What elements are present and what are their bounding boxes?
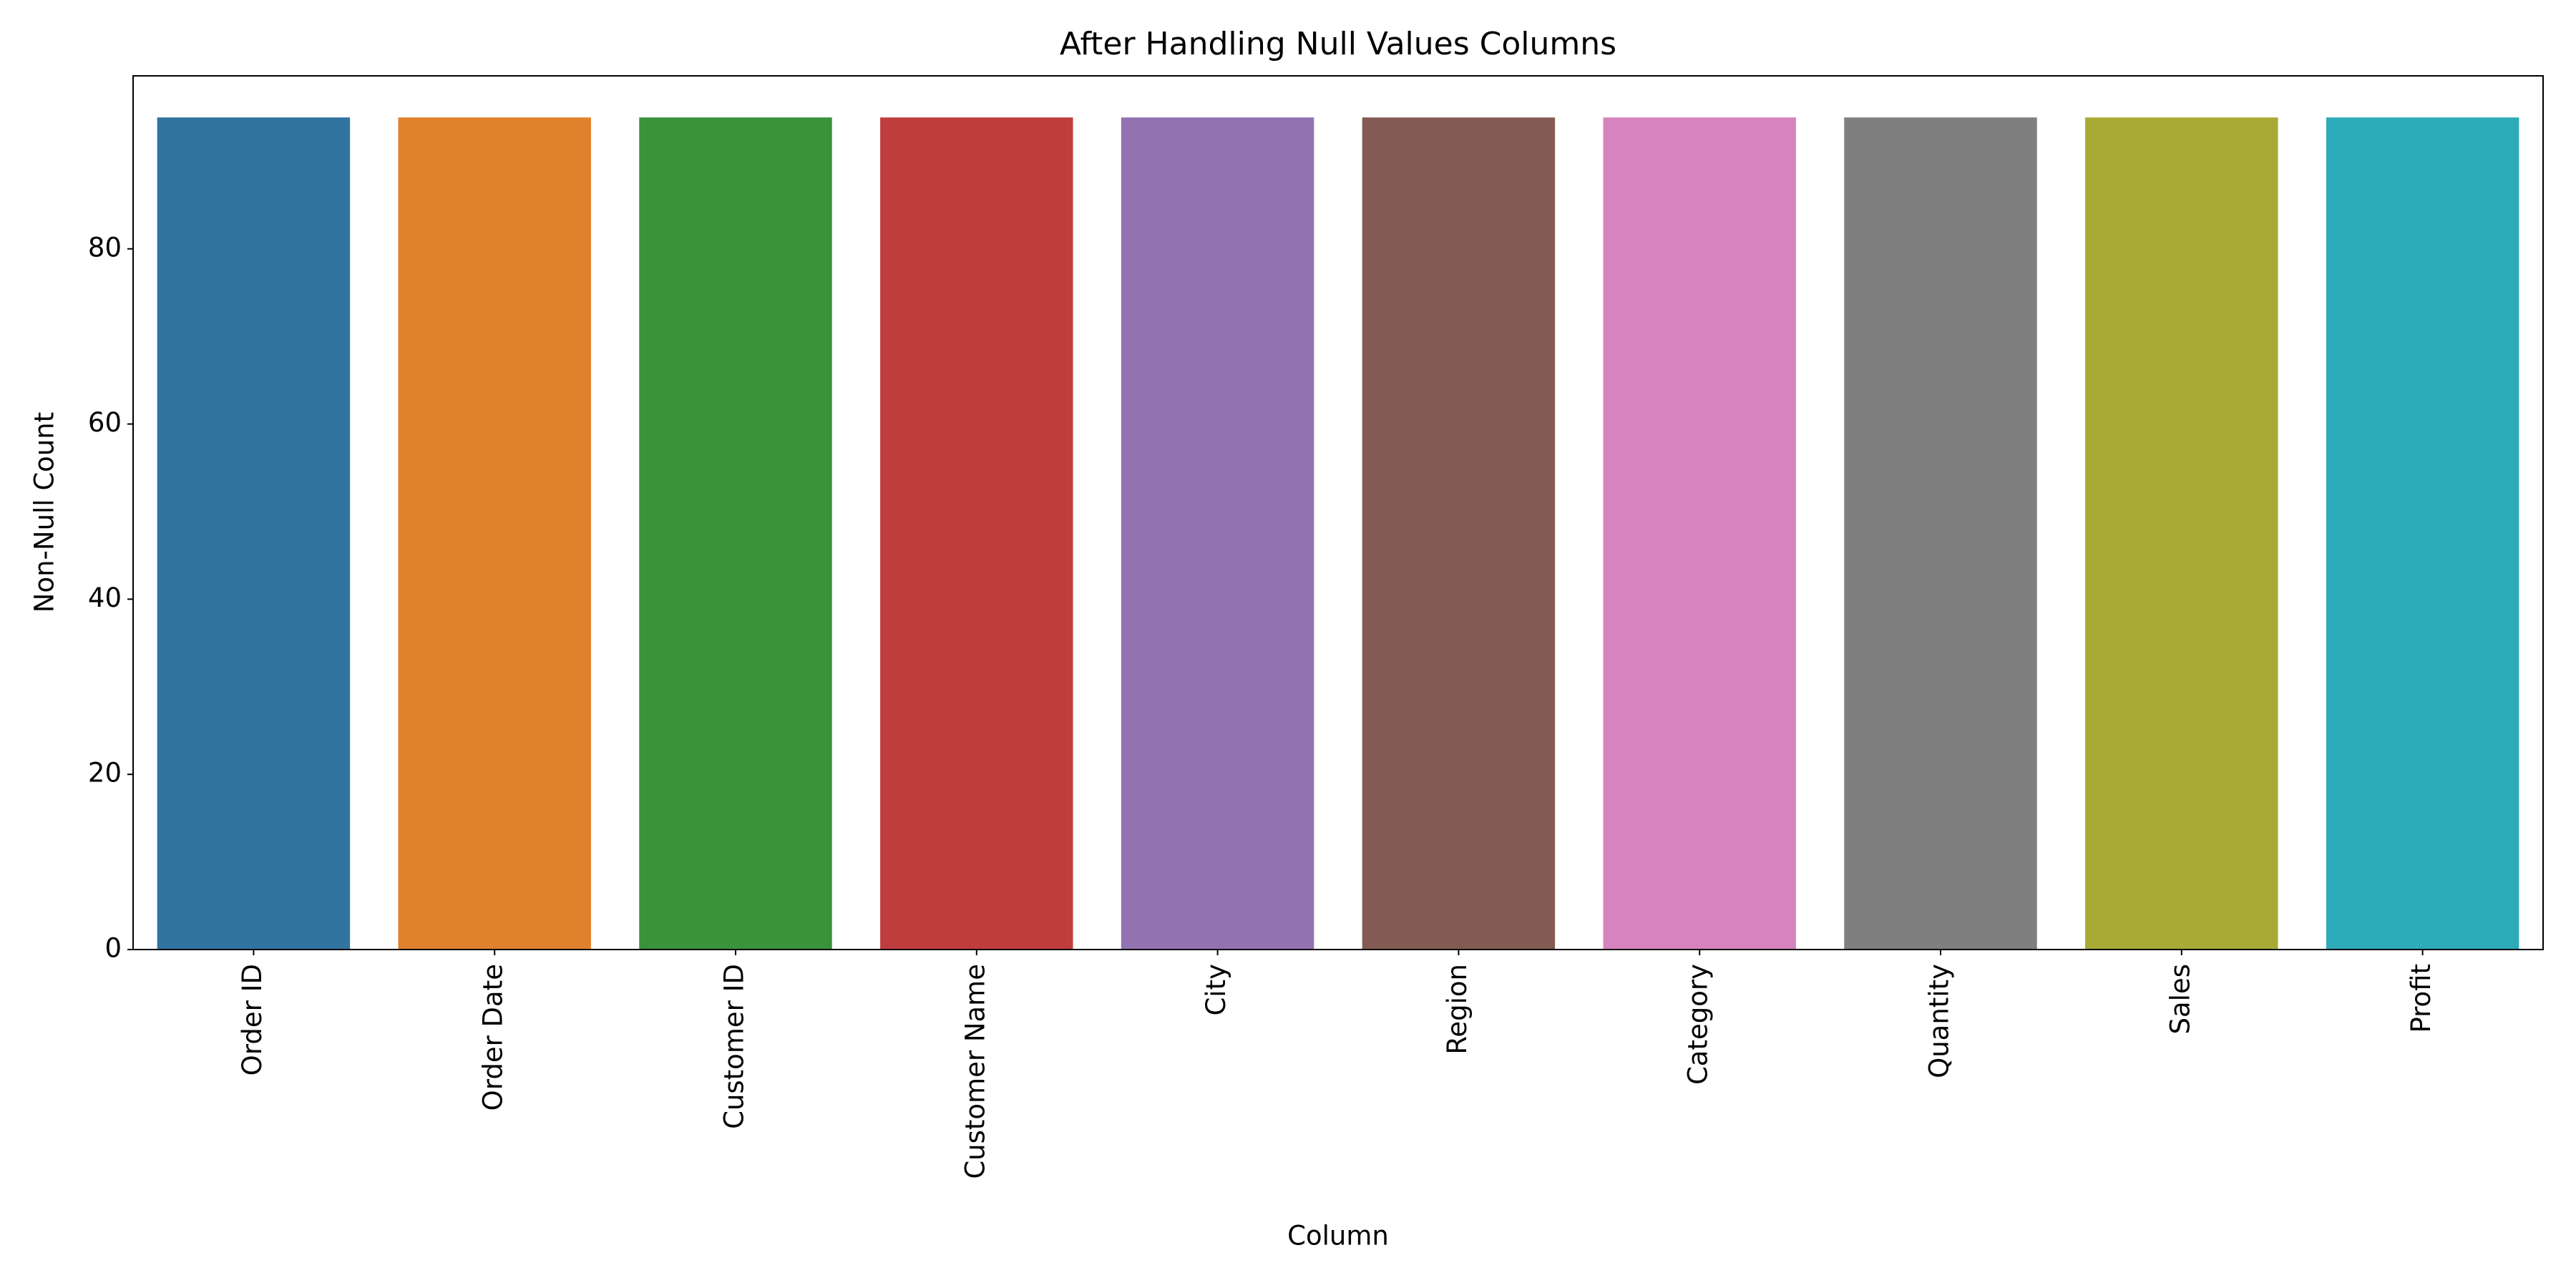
x-tick-label: Sales xyxy=(2165,964,2195,1034)
x-tick-label: Profit xyxy=(2406,964,2436,1033)
bar xyxy=(1362,117,1556,950)
bar xyxy=(2326,117,2519,950)
y-tick-label: 0 xyxy=(104,933,122,964)
x-tick-label: Region xyxy=(1442,964,1473,1055)
bar xyxy=(1121,117,1314,950)
bar xyxy=(880,117,1073,950)
bar xyxy=(639,117,832,950)
x-tick-label: Quantity xyxy=(1924,964,1955,1078)
bar xyxy=(2085,117,2278,950)
x-tick-label: Customer ID xyxy=(719,964,750,1129)
bar xyxy=(1844,117,2037,950)
y-tick-label: 40 xyxy=(88,582,122,613)
y-tick-label: 20 xyxy=(88,758,122,789)
y-tick-label: 80 xyxy=(88,232,122,263)
x-tick-label: Customer Name xyxy=(960,964,990,1179)
x-tick-label: City xyxy=(1201,964,1231,1016)
bar xyxy=(398,117,591,950)
x-axis-label: Column xyxy=(1287,1221,1389,1252)
x-tick-label: Order ID xyxy=(237,964,268,1075)
x-tick-label: Order Date xyxy=(478,964,509,1111)
bar xyxy=(1603,117,1796,950)
chart-title: After Handling Null Values Columns xyxy=(1060,26,1616,62)
y-axis-label: Non-Null Count xyxy=(29,412,60,613)
x-tick-label: Category xyxy=(1683,964,1714,1085)
y-tick-label: 60 xyxy=(88,407,122,438)
bar xyxy=(157,117,351,950)
plot-frame xyxy=(132,75,2544,950)
